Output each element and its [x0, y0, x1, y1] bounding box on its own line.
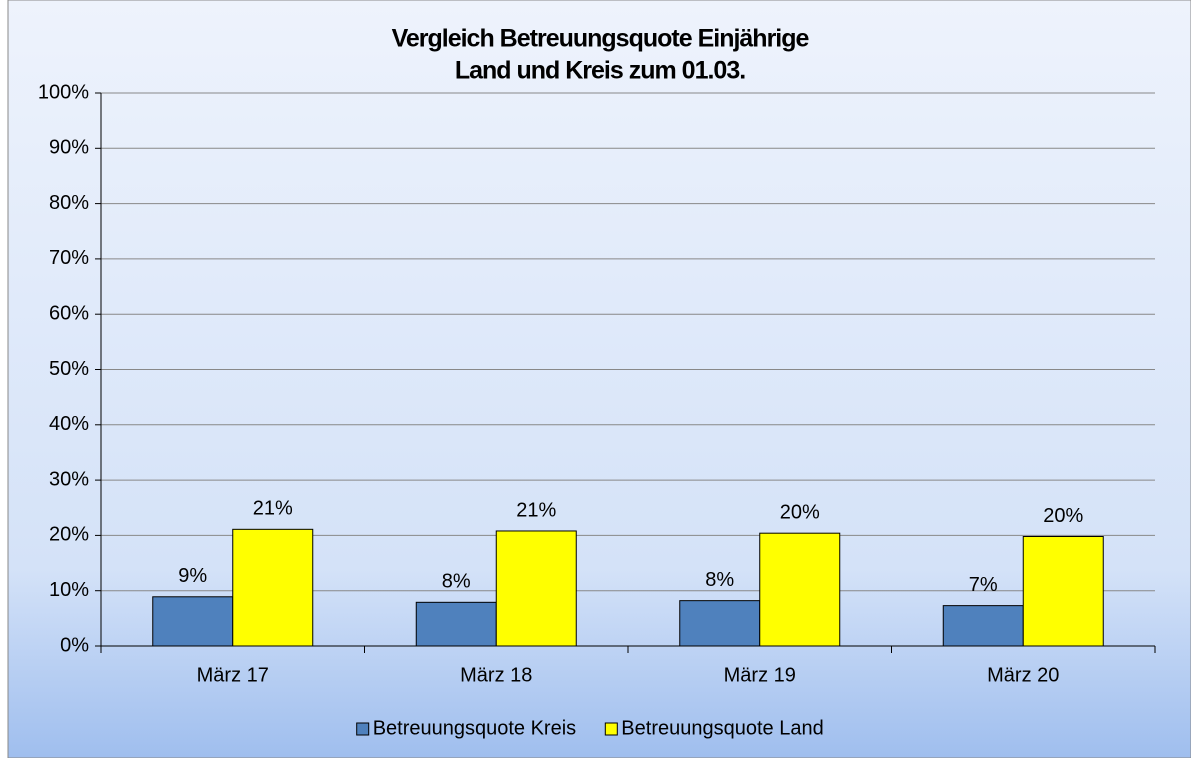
chart-title: Land und Kreis zum 01.03.: [455, 57, 745, 85]
bar: [759, 532, 841, 647]
legend-swatch: [356, 722, 370, 736]
y-tick-label: 30%: [49, 468, 89, 490]
y-tick-label: 10%: [49, 579, 89, 601]
value-label: 20%: [1043, 505, 1083, 527]
x-tick-label: März 20: [987, 664, 1059, 686]
x-tick-label: März 18: [460, 664, 532, 686]
value-label: 8%: [705, 569, 734, 591]
bar: [942, 605, 1024, 647]
y-tick-label: 100%: [38, 81, 89, 103]
y-tick-label: 70%: [49, 247, 89, 269]
legend-label: Betreuungsquote Kreis: [373, 717, 576, 739]
value-label: 21%: [253, 498, 293, 520]
x-tick-label: März 17: [197, 664, 269, 686]
y-tick-label: 90%: [49, 137, 89, 159]
y-tick-label: 20%: [49, 524, 89, 546]
y-tick-label: 50%: [49, 358, 89, 380]
value-label: 8%: [442, 571, 471, 593]
value-label: 21%: [516, 499, 556, 521]
y-tick-label: 60%: [49, 302, 89, 324]
legend-swatch: [604, 722, 618, 736]
value-label: 7%: [969, 574, 998, 596]
bar: [232, 528, 314, 647]
chart-title: Vergleich Betreuungsquote Einjährige: [392, 25, 810, 53]
value-label: 20%: [780, 501, 820, 523]
value-label: 9%: [178, 565, 207, 587]
legend-label: Betreuungsquote Land: [621, 717, 823, 739]
y-tick-label: 0%: [60, 634, 89, 656]
y-tick-label: 80%: [49, 192, 89, 214]
bar: [1022, 536, 1104, 647]
bar: [679, 600, 761, 647]
bar: [415, 601, 497, 647]
bar: [495, 530, 577, 647]
bar: [152, 596, 234, 647]
x-tick-label: März 19: [724, 664, 796, 686]
y-tick-label: 40%: [49, 413, 89, 435]
